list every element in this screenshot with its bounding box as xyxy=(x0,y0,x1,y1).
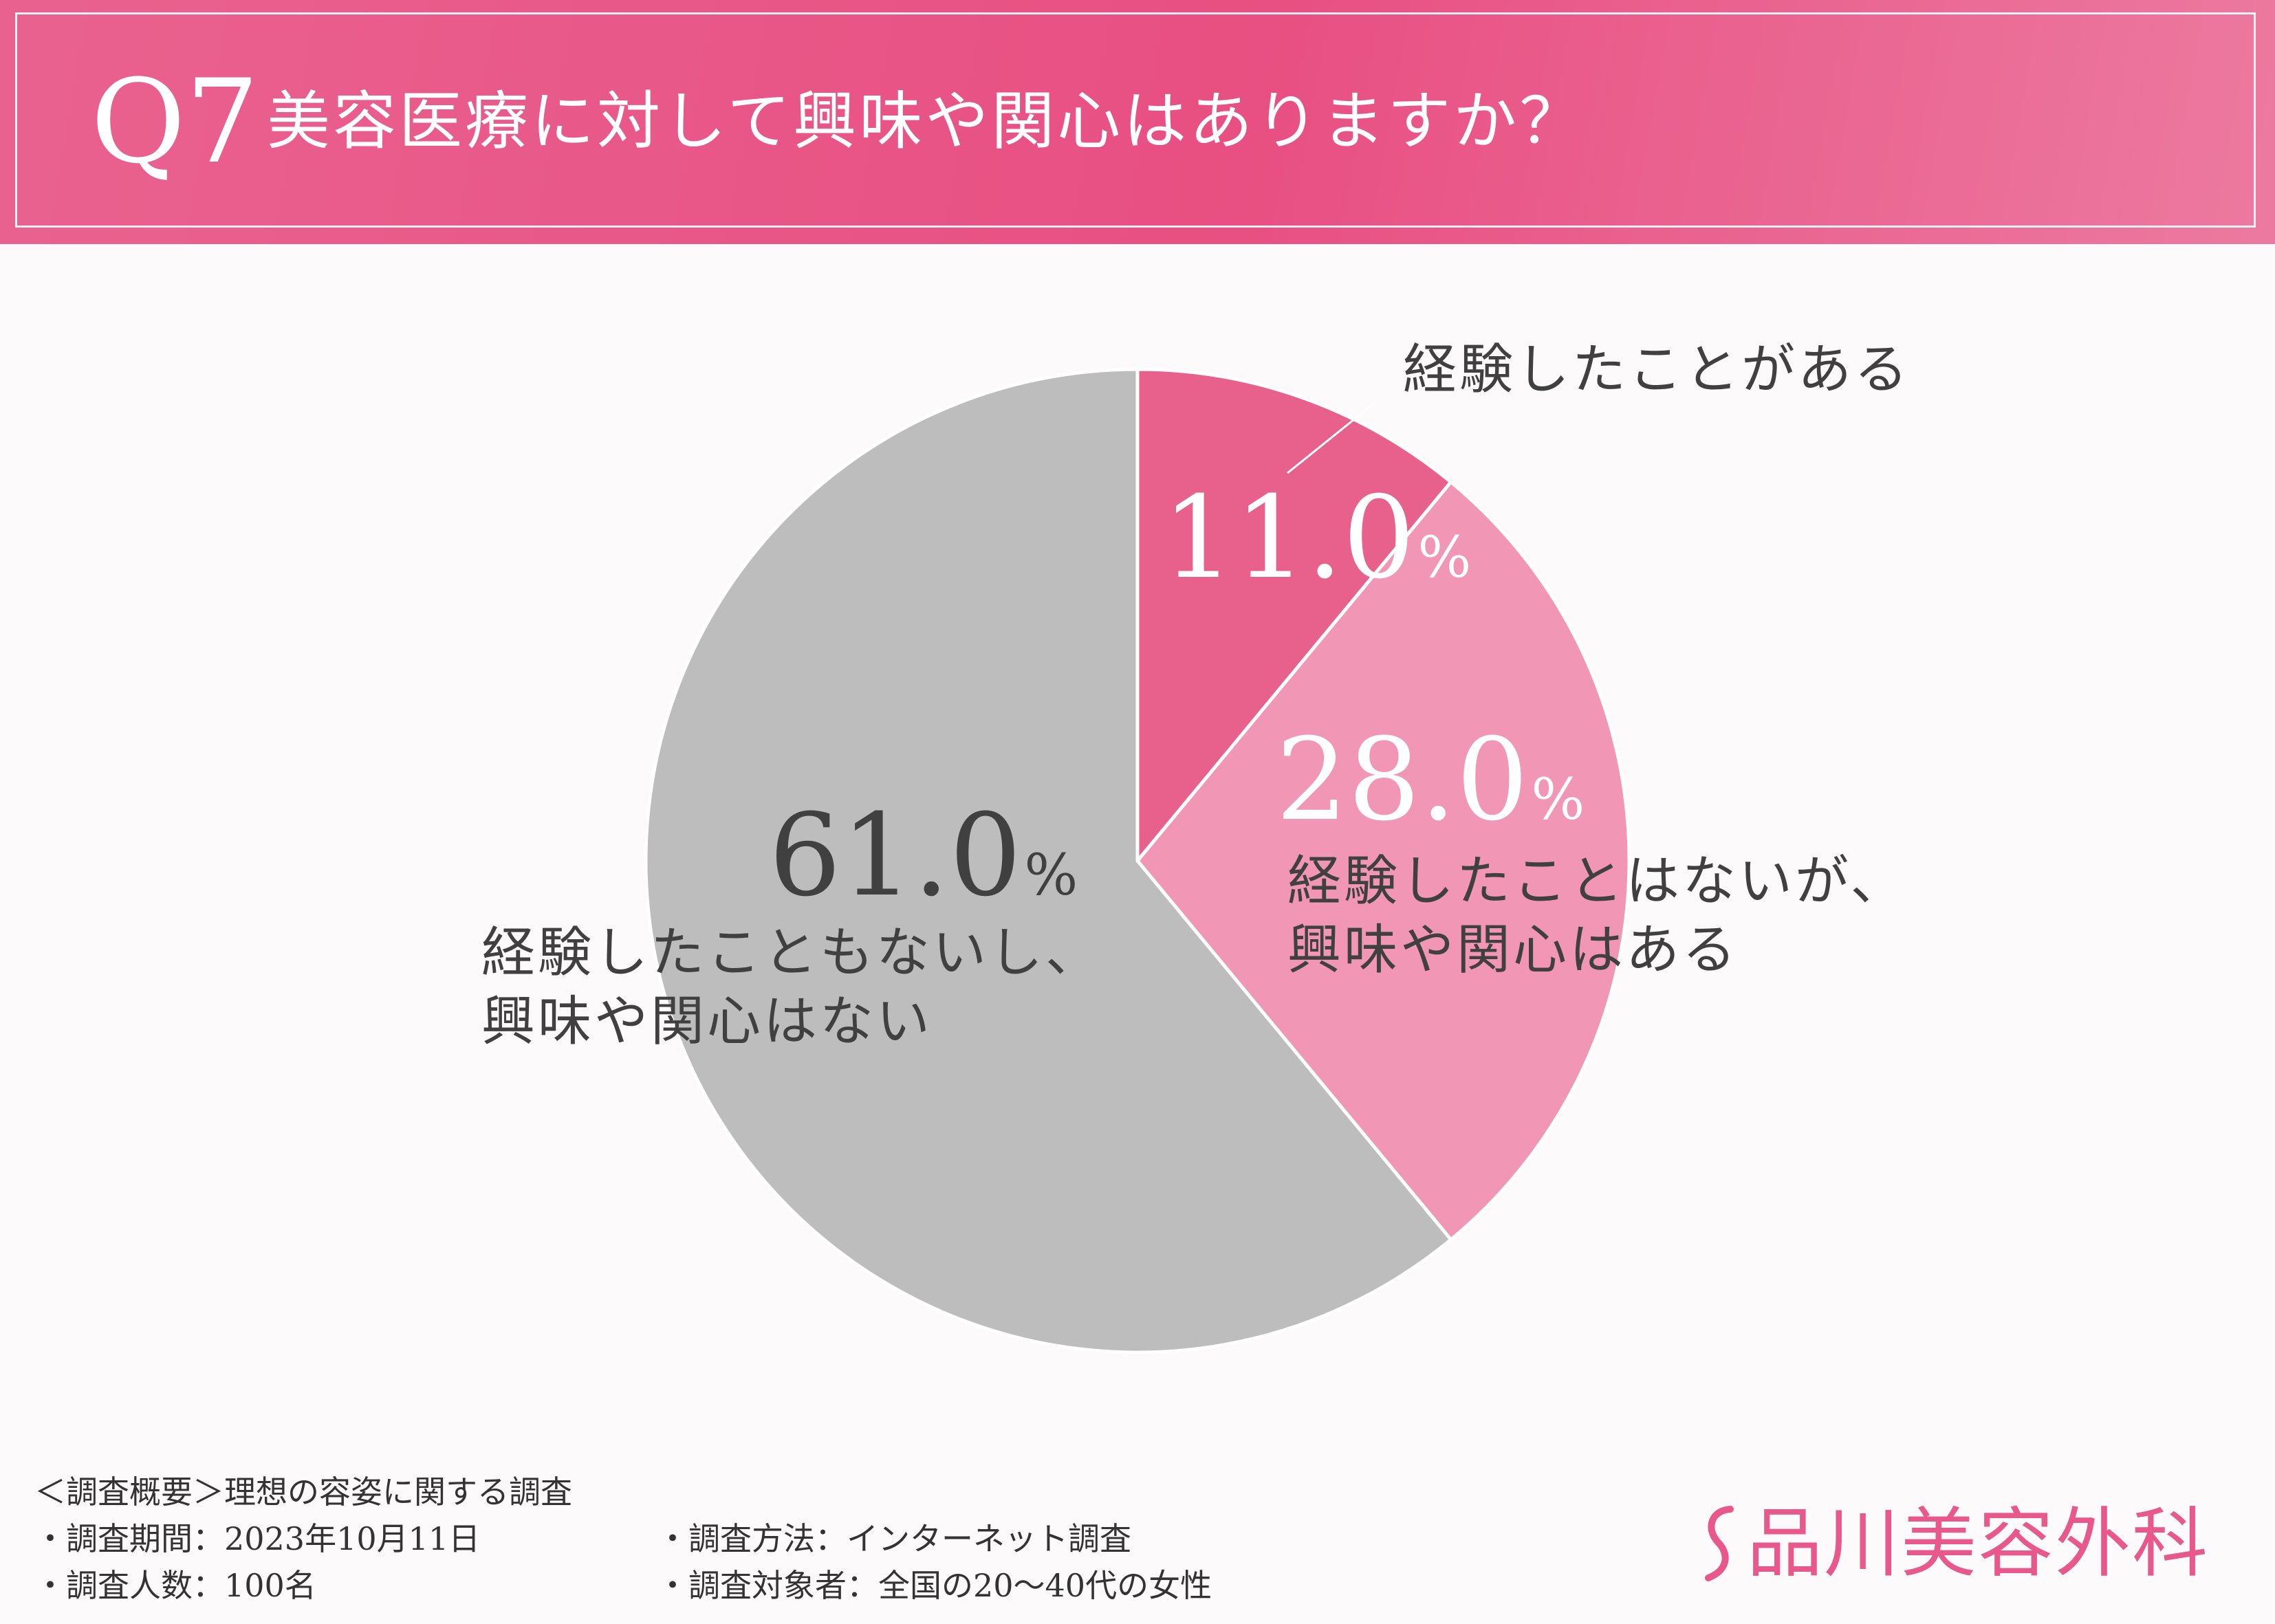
pie-slice-interested xyxy=(1135,479,1631,1242)
leader-line-experienced xyxy=(1287,401,1376,474)
question-title: 美容医療に対して興味や関心はありますか？ xyxy=(267,85,1586,158)
survey-period: ・調査期間：2023年10月11日 xyxy=(34,1520,481,1557)
pct-symbol-experienced: % xyxy=(1417,525,1472,591)
survey-summary: ＜調査概要＞理想の容姿に関する調査 xyxy=(34,1473,572,1511)
survey-footer: ＜調査概要＞理想の容姿に関する調査 ・調査期間：2023年10月11日 ・調査方… xyxy=(0,1444,2275,1624)
pct-symbol-interested: % xyxy=(1531,767,1585,833)
pct-label-interested: 28.0% xyxy=(1276,723,1585,837)
pct-label-not-interested: 61.0% xyxy=(769,799,1078,912)
logo-s-mark-icon xyxy=(1705,1506,1734,1581)
pie-slice-not-interested xyxy=(644,367,1454,1354)
slice-label-experienced: 経験したことがある xyxy=(1403,339,1911,401)
pct-symbol-not-interested: % xyxy=(1024,843,1078,908)
pie-chart xyxy=(644,367,1631,1354)
pie-slice-experienced xyxy=(1135,367,1454,866)
pct-value-interested: 28.0 xyxy=(1276,714,1529,846)
slice-label-not-interested: 経験したこともないし、 興味や関心はない xyxy=(481,922,1102,1053)
survey-count: ・調査人数：100名 xyxy=(34,1567,316,1604)
pct-value-not-interested: 61.0 xyxy=(769,789,1022,921)
question-number: Q7 xyxy=(91,54,259,189)
pct-label-experienced: 11.0% xyxy=(1162,481,1471,595)
survey-method: ・調査方法：インターネット調査 xyxy=(657,1520,1131,1557)
slice-label-interested: 経験したことはないが、 興味や関心はある xyxy=(1287,851,1907,981)
brand-logo: 品川美容外科 xyxy=(1699,1499,2209,1588)
logo-text: 品川美容外科 xyxy=(1747,1500,2209,1588)
header-frame xyxy=(15,12,2256,228)
header-banner: Q7 美容医療に対して興味や関心はありますか？ xyxy=(0,0,2275,244)
pct-value-experienced: 11.0 xyxy=(1162,472,1415,604)
survey-target: ・調査対象者：全国の20〜40代の女性 xyxy=(657,1567,1212,1604)
